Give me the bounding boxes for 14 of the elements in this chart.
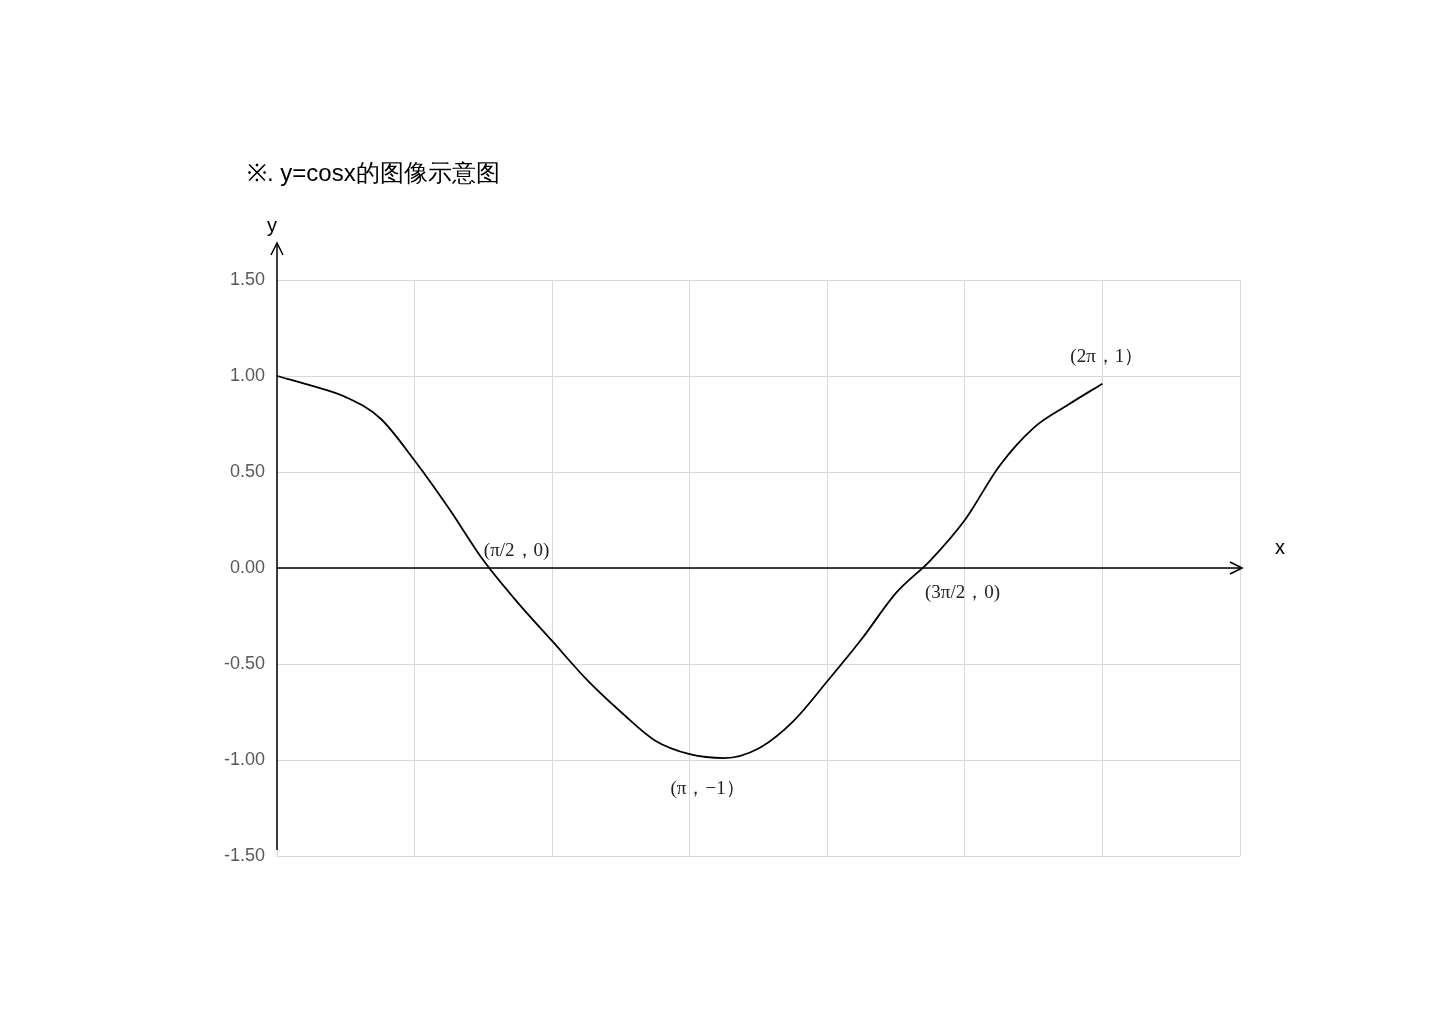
y-axis-title: y	[267, 214, 277, 236]
y-tick-label: 0.00	[229, 556, 265, 577]
y-tick-label: 1.50	[229, 268, 265, 289]
annotation: (π/2，0)	[483, 539, 550, 561]
y-tick-label: 0.50	[229, 460, 265, 481]
annotation: (2π，1）	[1070, 345, 1144, 367]
annotation: (3π/2，0)	[925, 581, 1001, 603]
y-tick-label: -1.50	[223, 844, 265, 865]
x-axis-title: x	[1275, 536, 1285, 558]
y-tick-label: 1.00	[229, 364, 265, 385]
y-tick-label: -0.50	[223, 652, 265, 673]
y-tick-label: -1.00	[223, 748, 265, 769]
annotation: (π，−1）	[670, 777, 745, 799]
chart-title: ※. y=cosx的图像示意图	[247, 159, 500, 186]
